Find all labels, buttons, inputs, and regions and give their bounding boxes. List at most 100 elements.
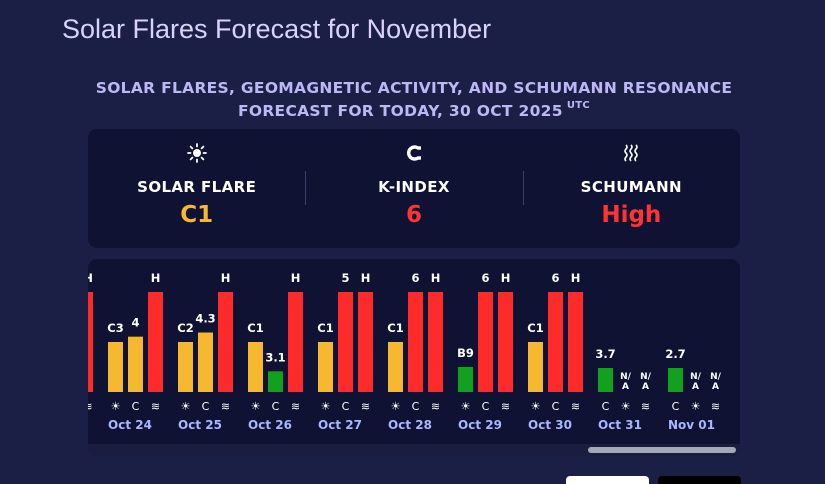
date-tick-label: Oct 27 xyxy=(318,418,362,432)
utc-superscript: UTC xyxy=(566,100,591,111)
bar-k-index xyxy=(198,332,213,392)
magnet-icon: C xyxy=(202,400,210,413)
bar-label-schumann: H xyxy=(501,271,511,285)
bottom-button-dark[interactable] xyxy=(658,476,741,484)
forecast-chart-svg: H ≋ C3 4 H ☀ C ≋ Oct 24 C24.3 H ☀ C ≋ Oct 25 C1 3.1 H ☀ C ≋ O… xyxy=(88,271,722,432)
schumann-value: High xyxy=(601,202,662,228)
bar-schumann xyxy=(218,292,233,392)
magnet-icon: C xyxy=(552,400,560,413)
forecast-summary-card: SOLAR FLARE C1 K-INDEX 6 SCHUMANN High xyxy=(88,129,740,248)
magnet-icon: C xyxy=(482,400,490,413)
bar-label-partial: H xyxy=(88,271,93,285)
na-label-schumann: N/ xyxy=(640,372,652,382)
date-tick-label: Oct 25 xyxy=(178,418,222,432)
date-tick-label: Oct 28 xyxy=(388,418,432,432)
summary-k-index: K-INDEX 6 xyxy=(305,129,522,248)
waves-icon: ≋ xyxy=(501,400,510,413)
magnet-icon: C xyxy=(342,400,350,413)
bottom-button-light[interactable] xyxy=(566,476,649,484)
na-label-flare: N/ xyxy=(620,372,632,382)
bar-k-index xyxy=(668,368,683,392)
bar-label-k-index: 4 xyxy=(131,316,139,330)
magnet-icon xyxy=(404,144,424,162)
waves-icon: ≋ xyxy=(151,400,160,413)
bar-label-k-index: 6 xyxy=(481,271,489,285)
sun-icon: ☀ xyxy=(321,400,331,413)
na-label-flare: N/ xyxy=(690,372,702,382)
sun-icon: ☀ xyxy=(111,400,121,413)
bar-label-k-index: 6 xyxy=(411,271,419,285)
bar-flare xyxy=(248,342,263,392)
date-tick-label: Oct 26 xyxy=(248,418,292,432)
forecast-bar-chart[interactable]: H ≋ C3 4 H ☀ C ≋ Oct 24 C24.3 H ☀ C ≋ Oct 25 C1 3.1 H ☀ C ≋ O… xyxy=(88,259,740,456)
date-tick-label: Nov 01 xyxy=(668,418,715,432)
bar-label-flare: C2 xyxy=(177,321,193,335)
bar-flare xyxy=(458,367,473,392)
bar-label-k-index: 3.1 xyxy=(265,350,285,364)
bar-k-index xyxy=(338,292,353,392)
bar-label-flare: C3 xyxy=(107,321,123,335)
bar-label-k-index: 3.7 xyxy=(595,347,615,361)
chart-scrollbar-thumb[interactable] xyxy=(588,447,736,453)
waves-icon: ≋ xyxy=(571,400,580,413)
bar-k-index xyxy=(598,368,613,392)
waves-icon: ≋ xyxy=(711,400,720,413)
waves-icon: ≋ xyxy=(291,400,300,413)
sun-icon: ☀ xyxy=(391,400,401,413)
na-label-schumann: A xyxy=(642,382,649,392)
sun-icon: ☀ xyxy=(691,400,701,413)
sun-icon: ☀ xyxy=(181,400,191,413)
bar-label-flare: C1 xyxy=(317,321,333,335)
chart-scrollbar[interactable] xyxy=(88,444,740,456)
sun-icon xyxy=(186,143,207,163)
page-title: Solar Flares Forecast for November xyxy=(62,14,492,44)
sun-icon: ☀ xyxy=(251,400,261,413)
bar-flare xyxy=(108,342,123,392)
bar-label-schumann: H xyxy=(221,271,231,285)
waves-icon xyxy=(621,144,641,162)
bar-schumann xyxy=(428,292,443,392)
bar-label-k-index: 2.7 xyxy=(665,347,685,361)
bar-label-flare: C1 xyxy=(527,321,543,335)
bar-k-index xyxy=(548,292,563,392)
summary-solar-flare: SOLAR FLARE C1 xyxy=(88,129,305,248)
date-tick-label: Oct 31 xyxy=(598,418,642,432)
summary-schumann: SCHUMANN High xyxy=(522,129,740,248)
bar-k-index xyxy=(408,292,423,392)
magnet-icon: C xyxy=(132,400,140,413)
bar-k-index xyxy=(478,292,493,392)
bar-label-flare: C1 xyxy=(247,321,263,335)
bar-label-schumann: H xyxy=(361,271,371,285)
bar-schumann xyxy=(568,292,583,392)
bar-label-k-index: 4.3 xyxy=(195,312,215,326)
bar-flare xyxy=(318,342,333,392)
subtitle-line-2: FORECAST FOR TODAY, 30 OCT 2025 xyxy=(237,102,563,121)
na-label-schumann: N/ xyxy=(710,372,722,382)
magnet-icon: C xyxy=(602,400,610,413)
forecast-subtitle: SOLAR FLARES, GEOMAGNETIC ACTIVITY, AND … xyxy=(88,78,740,121)
bar-flare xyxy=(178,342,193,392)
solar-flare-label: SOLAR FLARE xyxy=(137,178,257,196)
bar-label-flare: B9 xyxy=(457,346,474,360)
bar-label-schumann: H xyxy=(291,271,301,285)
na-label-schumann: A xyxy=(712,382,719,392)
bar-label-schumann: H xyxy=(431,271,441,285)
solar-flare-value: C1 xyxy=(180,202,214,228)
bar-label-schumann: H xyxy=(571,271,581,285)
magnet-icon: C xyxy=(412,400,420,413)
waves-icon: ≋ xyxy=(88,400,93,413)
waves-icon: ≋ xyxy=(221,400,230,413)
bar-k-index xyxy=(268,371,283,392)
sun-icon: ☀ xyxy=(461,400,471,413)
date-tick-label: Oct 29 xyxy=(458,418,502,432)
bar-schumann-partial xyxy=(88,292,93,392)
bar-label-flare: C1 xyxy=(387,321,403,335)
bar-schumann xyxy=(358,292,373,392)
bar-schumann xyxy=(148,292,163,392)
magnet-icon: C xyxy=(272,400,280,413)
subtitle-line-1: SOLAR FLARES, GEOMAGNETIC ACTIVITY, AND … xyxy=(95,79,733,97)
waves-icon: ≋ xyxy=(641,400,650,413)
sun-icon: ☀ xyxy=(531,400,541,413)
bar-flare xyxy=(528,342,543,392)
k-index-label: K-INDEX xyxy=(378,178,450,196)
